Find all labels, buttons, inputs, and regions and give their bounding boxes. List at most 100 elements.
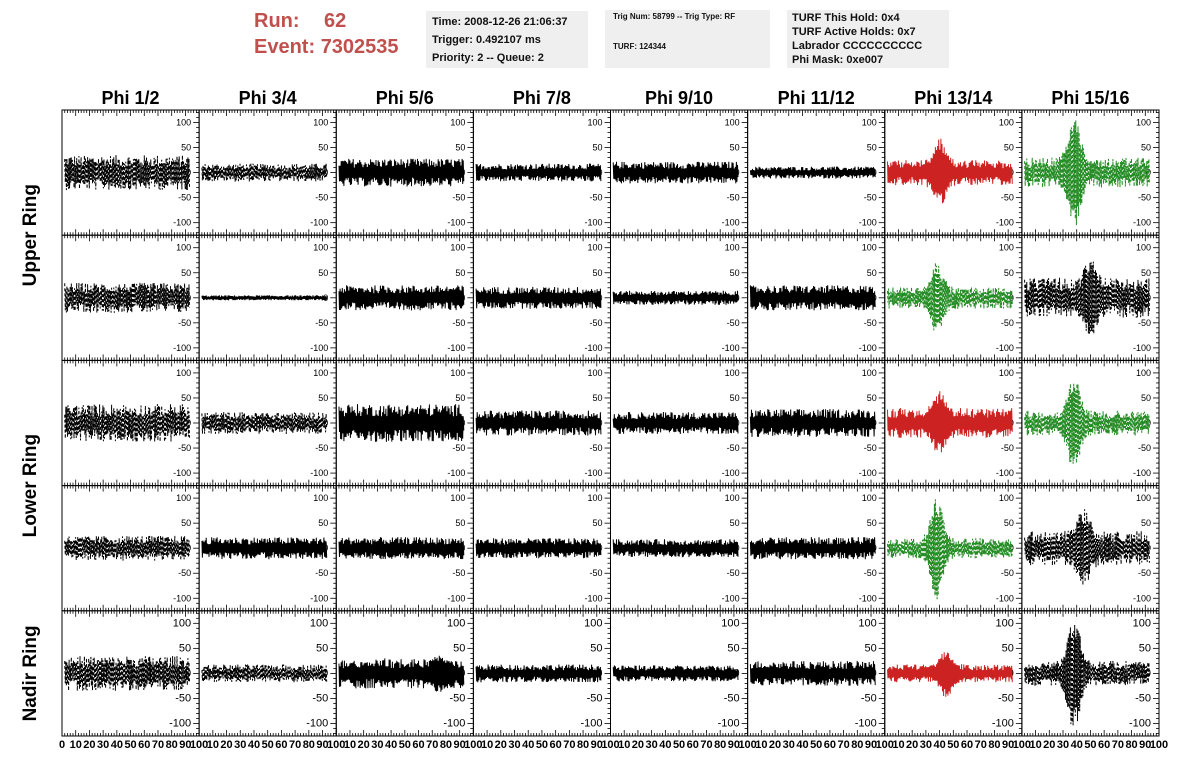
y-tick-label: 50 <box>455 143 465 153</box>
x-tick-label: 40 <box>522 739 534 751</box>
y-tick-label: -100 <box>584 468 602 478</box>
y-tick-label: 50 <box>730 393 740 403</box>
y-tick-label: 50 <box>867 518 877 528</box>
waveform-trace <box>475 410 602 436</box>
column-title: Phi 3/4 <box>239 88 297 108</box>
y-tick-label: 50 <box>181 268 191 278</box>
y-tick-label: -100 <box>584 593 602 603</box>
y-tick-label: -100 <box>1133 593 1151 603</box>
y-tick-label: 100 <box>725 368 740 378</box>
y-tick-label: -100 <box>447 468 465 478</box>
y-tick-label: 50 <box>455 268 465 278</box>
y-tick-label: 100 <box>725 243 740 253</box>
turf-hold-line: TURF This Hold: 0x4 <box>792 12 900 24</box>
x-tick-label: 80 <box>166 739 178 751</box>
y-tick-label: -50 <box>315 568 328 578</box>
event-value: 7302535 <box>320 36 399 58</box>
y-tick-label: -50 <box>1138 568 1151 578</box>
waveform-trace <box>201 664 328 683</box>
waveform-trace <box>475 163 602 182</box>
y-tick-label: -100 <box>859 593 877 603</box>
y-tick-label: -50 <box>1001 568 1014 578</box>
y-tick-label: 100 <box>447 617 465 629</box>
x-tick-label: 100 <box>464 739 482 751</box>
y-tick-label: 100 <box>1136 243 1151 253</box>
x-tick-label: 100 <box>601 739 619 751</box>
y-tick-label: 100 <box>587 118 602 128</box>
y-tick-label: -100 <box>310 218 328 228</box>
labrador-line: Labrador CCCCCCCCCC <box>792 40 923 52</box>
y-tick-label: -100 <box>996 468 1014 478</box>
waveform-trace <box>475 538 602 559</box>
waveform-trace <box>887 138 1013 204</box>
y-tick-label: 100 <box>999 243 1014 253</box>
x-tick-label: 80 <box>440 739 452 751</box>
y-tick-label: -50 <box>452 318 465 328</box>
y-tick-label: 100 <box>587 368 602 378</box>
waveform-trace <box>612 411 739 435</box>
y-tick-label: -100 <box>447 343 465 353</box>
x-tick-label: 50 <box>399 739 411 751</box>
x-tick-label: 30 <box>371 739 383 751</box>
y-tick-label: 100 <box>999 368 1014 378</box>
event-label: Event: <box>254 36 316 58</box>
x-tick-label: 30 <box>234 739 246 751</box>
x-tick-label: 60 <box>138 739 150 751</box>
y-tick-label: -50 <box>864 193 877 203</box>
y-tick-label: -50 <box>175 692 191 704</box>
y-tick-label: -100 <box>310 593 328 603</box>
y-tick-label: -100 <box>173 343 191 353</box>
y-tick-label: -100 <box>996 343 1014 353</box>
y-tick-label: -100 <box>580 717 602 729</box>
x-tick-label: 70 <box>426 739 438 751</box>
waveform-trace <box>338 655 465 692</box>
y-tick-label: 100 <box>587 243 602 253</box>
x-tick-label: 80 <box>303 739 315 751</box>
y-tick-label: 100 <box>1136 118 1151 128</box>
x-tick-label: 40 <box>248 739 260 751</box>
y-tick-label: -100 <box>1133 468 1151 478</box>
y-tick-label: 100 <box>313 243 328 253</box>
y-tick-label: -100 <box>310 343 328 353</box>
waveform-trace <box>338 285 465 311</box>
y-tick-label: 100 <box>176 493 191 503</box>
x-tick-label: 20 <box>83 739 95 751</box>
waveform-trace <box>887 499 1013 600</box>
waveform-trace <box>612 290 739 305</box>
y-tick-label: -50 <box>589 318 602 328</box>
time-info-box: Time: 2008-12-26 21:06:37 Trigger: 0.492… <box>426 11 588 68</box>
run-value: 62 <box>324 10 347 32</box>
y-tick-label: 50 <box>730 518 740 528</box>
y-tick-label: -50 <box>727 193 740 203</box>
column-title: Phi 5/6 <box>376 88 434 108</box>
y-tick-label: -50 <box>1001 443 1014 453</box>
y-tick-label: 50 <box>1004 393 1014 403</box>
column-title: Phi 15/16 <box>1051 88 1129 108</box>
priority-line: Priority: 2 -- Queue: 2 <box>432 52 544 64</box>
x-tick-label: 90 <box>454 739 466 751</box>
phi-mask-line: Phi Mask: 0xe007 <box>792 54 884 66</box>
y-tick-label: -100 <box>722 468 740 478</box>
x-tick-label: 70 <box>563 739 575 751</box>
y-tick-label: 50 <box>316 642 328 654</box>
y-tick-label: 100 <box>173 617 191 629</box>
waveform-trace <box>64 155 190 191</box>
run-label: Run: <box>254 10 300 32</box>
y-tick-label: 100 <box>1136 368 1151 378</box>
y-tick-label: 100 <box>584 617 602 629</box>
y-tick-label: -50 <box>315 443 328 453</box>
x-tick-label: 90 <box>316 739 328 751</box>
x-tick-label: 70 <box>289 739 301 751</box>
y-tick-label: -50 <box>178 443 191 453</box>
